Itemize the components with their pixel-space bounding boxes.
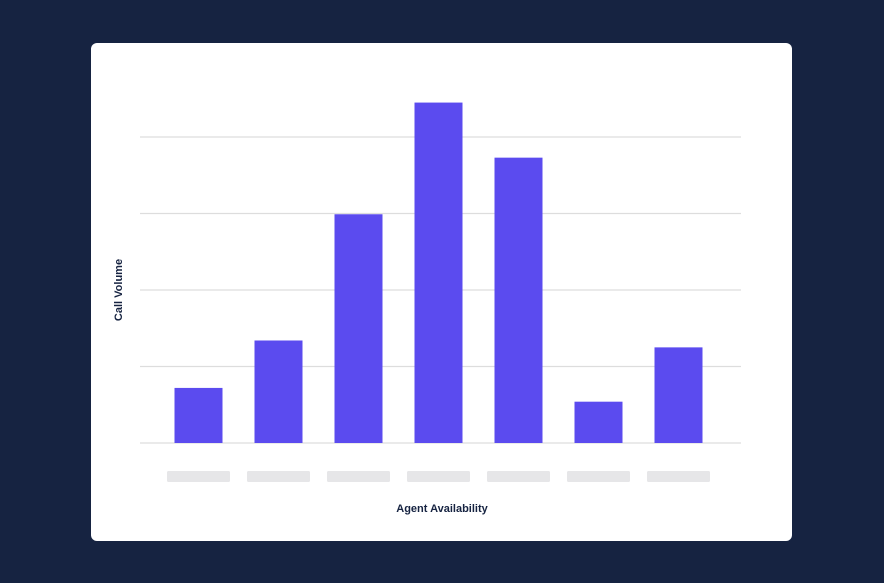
bar (174, 387, 223, 443)
x-axis-label: Agent Availability (396, 503, 488, 515)
x-tick-label-placeholder (487, 471, 550, 482)
x-tick-label-placeholder (407, 471, 470, 482)
x-tick-label-placeholder (167, 471, 230, 482)
bar (334, 214, 383, 443)
x-tick-label-placeholder (247, 471, 310, 482)
y-axis-label: Call Volume (113, 258, 125, 322)
bar (654, 347, 703, 443)
x-tick-placeholders (167, 471, 710, 482)
bars (174, 102, 703, 443)
x-tick-label-placeholder (647, 471, 710, 482)
bar (254, 340, 303, 443)
x-tick-label-placeholder (567, 471, 630, 482)
bar (574, 401, 623, 443)
bar (494, 157, 543, 443)
bar (414, 102, 463, 443)
x-tick-label-placeholder (327, 471, 390, 482)
